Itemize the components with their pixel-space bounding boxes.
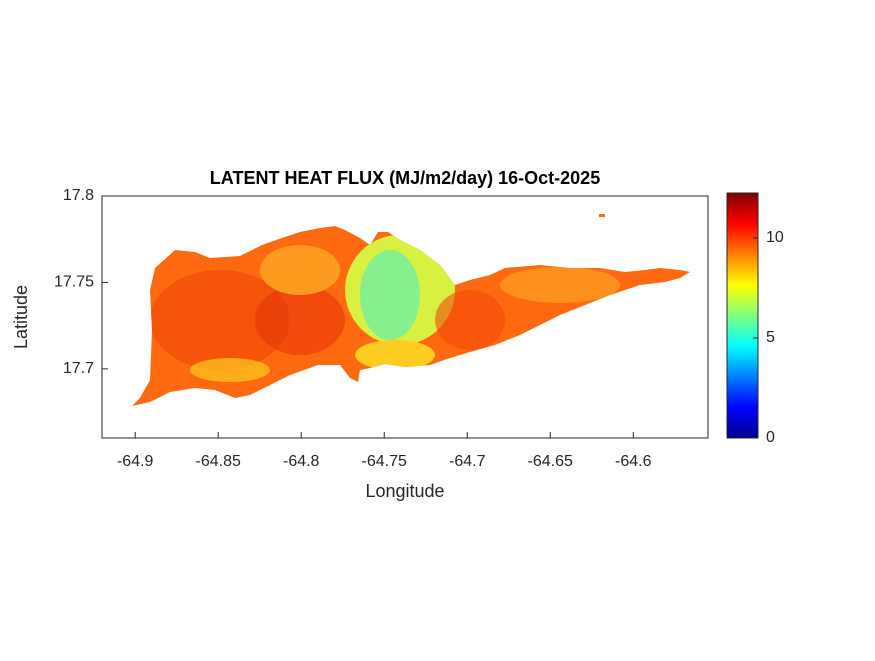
colorbar-tick-label: 5	[766, 329, 775, 346]
x-tick-label: -64.85	[196, 453, 241, 470]
y-tick-label: 17.8	[63, 187, 94, 204]
x-tick-label: -64.7	[449, 453, 486, 470]
chart-title: LATENT HEAT FLUX (MJ/m2/day) 16-Oct-2025	[210, 168, 600, 188]
x-tick-label: -64.75	[362, 453, 407, 470]
y-tick-label: 17.75	[54, 274, 94, 291]
x-tick-label: -64.65	[528, 453, 573, 470]
flux-raster	[132, 226, 690, 406]
y-tick-label: 17.7	[63, 360, 94, 377]
x-tick-label: -64.8	[283, 453, 320, 470]
colorbar-tick-label: 0	[766, 429, 775, 446]
islet	[599, 214, 605, 217]
x-axis-label: Longitude	[365, 481, 444, 501]
y-axis-label: Latitude	[11, 285, 31, 349]
x-tick-label: -64.9	[117, 453, 154, 470]
x-tick-label: -64.6	[615, 453, 652, 470]
axes-box	[101, 195, 709, 439]
colorbar-tick-label: 10	[766, 229, 784, 246]
colorbar	[726, 192, 759, 439]
